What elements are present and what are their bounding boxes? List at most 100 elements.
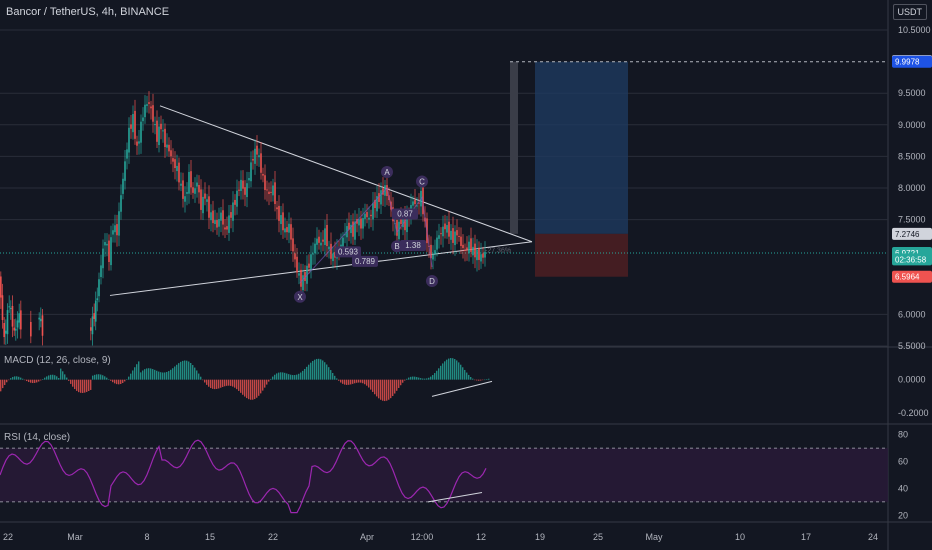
candle: [358, 219, 360, 226]
macd-bar: [230, 379, 232, 386]
macd-bar: [390, 379, 392, 399]
x-tick-label: 12:00: [411, 532, 434, 542]
macd-bar: [272, 376, 274, 380]
candle: [472, 246, 474, 256]
candle: [102, 248, 104, 269]
macd-bar: [154, 369, 156, 380]
candle: [208, 196, 210, 218]
macd-bar: [282, 372, 284, 380]
macd-bar: [446, 359, 448, 380]
macd-bar: [256, 379, 258, 398]
macd-bar: [314, 359, 316, 380]
chart-title: Bancor / TetherUS, 4h, BINANCE: [6, 6, 170, 18]
ratio-bubble: [400, 240, 426, 252]
candle: [454, 231, 456, 246]
candle: [192, 187, 194, 193]
macd-bar: [202, 379, 204, 381]
currency-badge[interactable]: USDT: [892, 4, 927, 20]
candle: [134, 110, 136, 139]
price-label-box: [892, 227, 932, 240]
x-tick-label: 12: [476, 532, 486, 542]
macd-bar: [162, 372, 164, 380]
macd-bar: [468, 374, 470, 380]
macd-bar: [294, 375, 296, 380]
macd-bar: [20, 377, 22, 380]
candle: [332, 253, 334, 262]
macd-bar: [262, 379, 264, 391]
macd-bar: [216, 379, 218, 389]
macd-bar: [442, 363, 444, 380]
macd-bar: [396, 379, 398, 391]
candle: [278, 205, 280, 221]
macd-bar: [448, 358, 450, 380]
candle: [380, 190, 382, 205]
candle: [15, 328, 17, 331]
macd-bar: [304, 368, 306, 380]
macd-bar: [364, 379, 366, 385]
candle: [258, 155, 260, 158]
y-tick-label: 6.0000: [898, 309, 926, 319]
candle: [344, 234, 346, 236]
macd-bar: [36, 379, 38, 383]
macd-bar: [352, 379, 354, 384]
candle: [272, 185, 274, 196]
candle: [230, 212, 232, 218]
ratio-bubble: [392, 208, 418, 220]
macd-bar: [208, 379, 210, 387]
candle: [182, 180, 184, 199]
candle: [178, 162, 180, 183]
macd-bar: [290, 374, 292, 380]
candle: [96, 298, 99, 301]
macd-bar: [432, 375, 434, 380]
candle: [476, 249, 478, 261]
candle: [244, 187, 246, 195]
candle: [232, 202, 234, 221]
macd-bar: [70, 379, 72, 384]
candle: [460, 236, 462, 247]
y-tick-label: 10.5000: [898, 25, 931, 35]
price-axis[interactable]: 10.5000 9.5000 9.0000 8.5000 8.0000 7.5000 6.0…: [898, 25, 931, 520]
price-label-box: [892, 270, 932, 283]
candle: [246, 183, 248, 198]
candle: [474, 243, 476, 258]
macd-bar: [92, 375, 94, 380]
macd-bar: [16, 376, 18, 380]
macd-bar: [330, 370, 332, 380]
candle: [136, 141, 138, 146]
macd-bar: [402, 379, 404, 383]
macd-bar: [414, 376, 416, 380]
macd-bar: [84, 379, 86, 393]
macd-bar: [248, 379, 250, 400]
macd-bar: [236, 379, 238, 390]
macd-bar: [166, 371, 168, 380]
ratio-label: 0.789: [355, 257, 376, 266]
macd-bar: [434, 373, 436, 380]
candles: [0, 91, 486, 346]
macd-bar: [222, 379, 224, 387]
candle: [13, 327, 15, 331]
y-tick-label: 7.5000: [898, 215, 926, 225]
macd-bar: [146, 368, 148, 380]
candle: [328, 246, 330, 250]
macd-bar: [210, 379, 212, 389]
macd-bar: [194, 367, 196, 380]
price-label-text: 7.2746: [895, 230, 920, 239]
time-axis[interactable]: 22 Mar 8 15 22 Apr 12:00 12 19 25 May 10 17 24: [3, 532, 878, 542]
candle: [40, 318, 42, 322]
x-tick-label: 8: [144, 532, 149, 542]
macd-bar: [190, 362, 192, 380]
candle: [448, 221, 450, 237]
candle: [38, 317, 40, 320]
x-tick-label: 25: [593, 532, 603, 542]
macd-bar: [96, 374, 98, 380]
macd-bar: [398, 379, 400, 388]
candle: [226, 226, 228, 230]
pattern-point-label: A: [384, 168, 390, 177]
candle: [304, 272, 306, 282]
candle: [292, 238, 294, 252]
candle: [41, 315, 44, 336]
candle: [446, 225, 448, 233]
macd-divergence-line: [431, 380, 493, 397]
macd-bar: [474, 379, 476, 381]
